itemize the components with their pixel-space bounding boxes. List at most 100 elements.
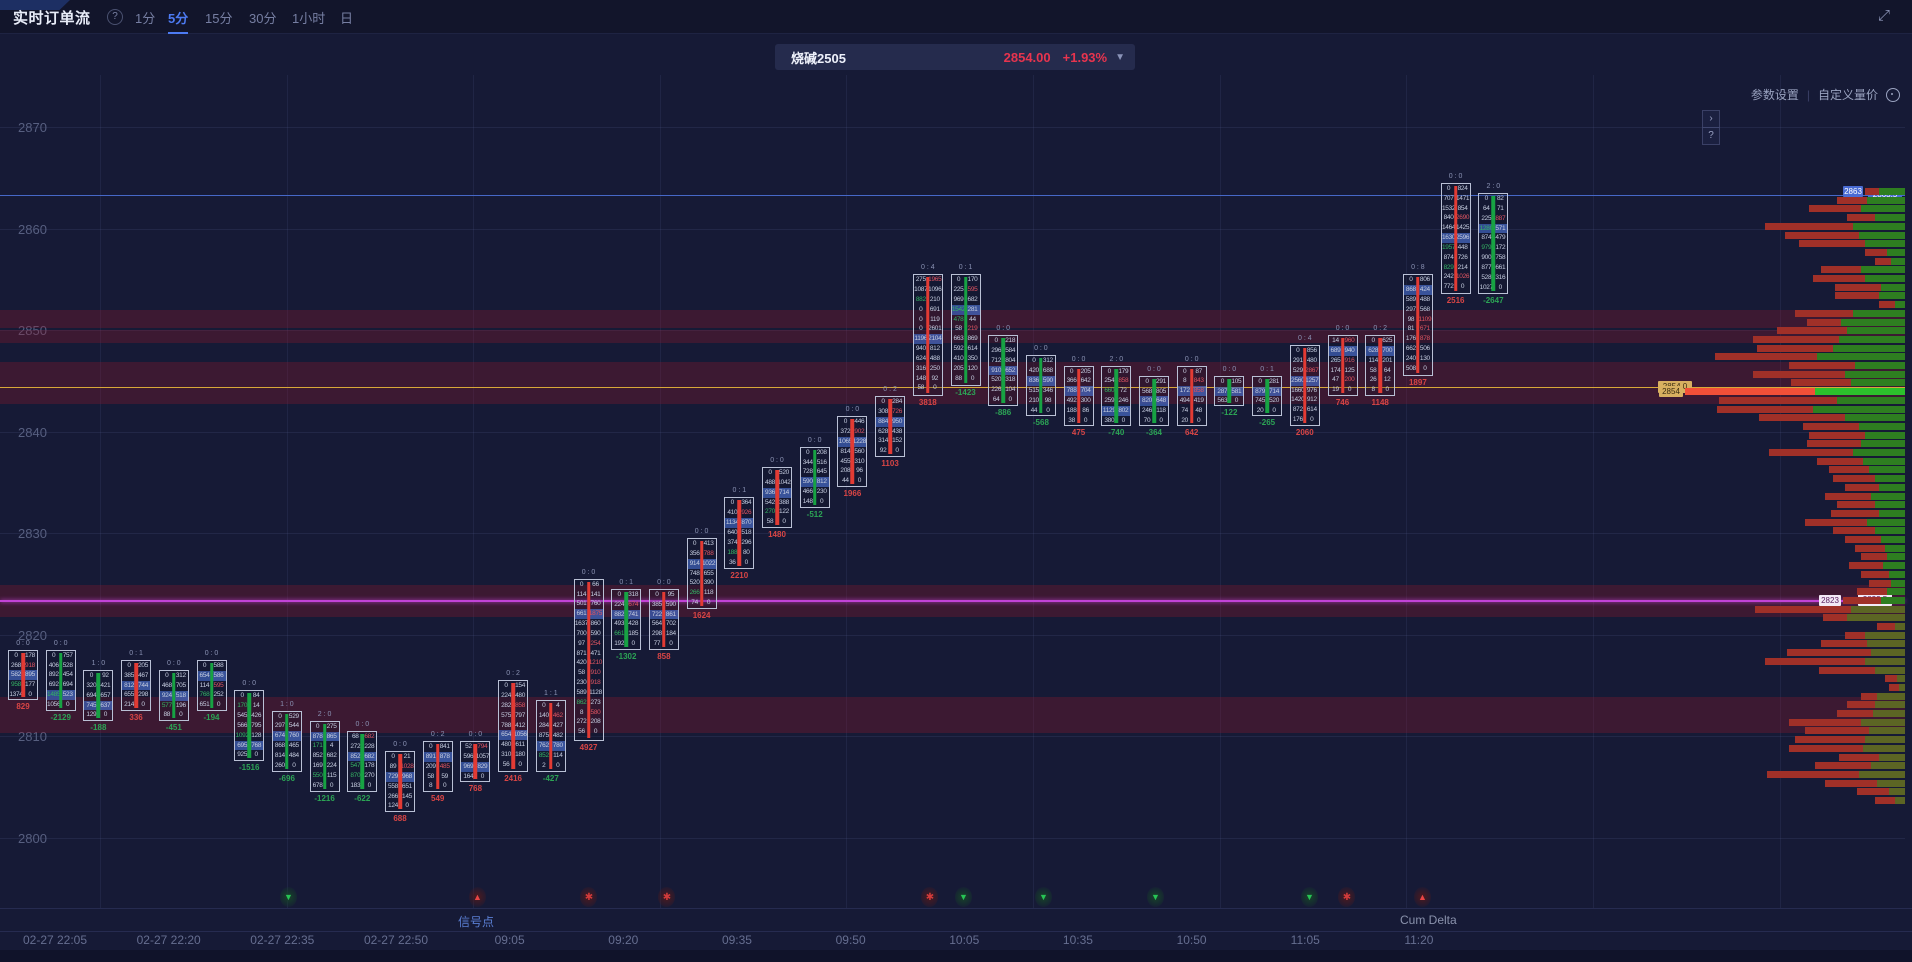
bid-cell: 678 <box>312 781 323 789</box>
ask-cell: 0 <box>669 640 673 648</box>
time-axis-label: 10:50 <box>1176 933 1207 947</box>
candle-box: 0 179 254 858 660 72 259 246 1129 802 380 0 <box>1101 365 1132 427</box>
footprint-row: 874 479 <box>1479 233 1507 243</box>
volume-profile-row <box>1765 222 1905 230</box>
candle-header: 0 : 0 <box>1147 365 1161 373</box>
ask-cell: 300 <box>1080 397 1091 405</box>
cum-delta-pane-label[interactable]: Cum Delta <box>1400 913 1457 927</box>
ask-cell: 388 <box>779 498 789 506</box>
signal-pane-label[interactable]: 信号点 <box>458 915 495 929</box>
bid-cell: 36 <box>728 558 736 566</box>
bid-cell: 689 <box>1328 345 1343 356</box>
corner-decoration <box>0 0 70 10</box>
volume-profile-row <box>1817 457 1905 465</box>
ask-cell: 0 <box>1083 416 1088 424</box>
candle-box: 0 95 385 590 722 861 564 702 298 184 77 0 <box>648 588 679 650</box>
footprint-row: 0 21 <box>386 752 414 762</box>
bid-cell: 1129 <box>1102 405 1117 416</box>
profile-sell-bar <box>1807 318 1841 326</box>
footprint-row: 0 312 <box>1027 356 1055 366</box>
time-axis-label: 10:05 <box>949 933 980 947</box>
tab-1小时[interactable]: 1小时 <box>292 11 326 26</box>
profile-buy-bar <box>1853 222 1905 230</box>
ask-cell: 296 <box>741 538 752 546</box>
footprint-row: 692 694 <box>47 680 75 690</box>
footprint-row: 501 760 <box>575 599 603 609</box>
profile-sell-bar <box>1719 396 1837 404</box>
profile-buy-bar <box>1863 457 1905 465</box>
volume-profile-row <box>1757 344 1905 352</box>
ask-cell: 426 <box>251 712 262 719</box>
bid-cell: 0 <box>1107 367 1112 375</box>
bid-cell: 520 <box>689 579 700 587</box>
footprint-row: 852 682 <box>311 751 339 761</box>
footprint-row: 550 115 <box>311 771 339 781</box>
ask-cell: 252 <box>213 691 224 699</box>
bid-cell: 356 <box>689 549 700 557</box>
price-axis-label: 2860 <box>18 221 47 237</box>
expand-panel-button[interactable]: › <box>1702 110 1720 128</box>
bid-cell: 20 <box>1256 407 1264 415</box>
candle-box: 0 87 8 843 172 858 494 419 74 48 20 0 <box>1176 365 1207 427</box>
ask-cell: 682 <box>326 752 337 760</box>
profile-buy-bar <box>1899 683 1905 691</box>
candle-box: 0 281 879 714 745 520 20 0 <box>1252 375 1283 417</box>
profile-sell-bar <box>1861 692 1877 700</box>
footprint-row: 814 484 <box>273 751 301 761</box>
footprint-row: 224 674 <box>612 600 640 610</box>
time-axis-label: 11:05 <box>1290 933 1320 947</box>
ask-cell: 0 <box>1272 407 1276 415</box>
candle-delta: -1216 <box>314 793 335 803</box>
signal-sell-icon: ▼ <box>1035 887 1052 907</box>
candle-body-bar <box>549 703 553 769</box>
panel-help-button[interactable]: ? <box>1702 127 1720 145</box>
ask-cell: 860 <box>590 620 601 628</box>
tab-30分[interactable]: 30分 <box>249 11 277 26</box>
footprint-row: 70 0 <box>1140 416 1168 426</box>
tab-5分[interactable]: 5分 <box>168 8 189 34</box>
profile-buy-bar <box>1853 449 1905 456</box>
tab-日[interactable]: 日 <box>340 11 354 26</box>
profile-sell-bar <box>1809 205 1861 213</box>
footprint-row: 768 252 <box>198 690 226 700</box>
bid-cell: 296 <box>991 346 1002 354</box>
target-icon[interactable] <box>1886 87 1900 102</box>
bottom-strip <box>0 950 1912 962</box>
symbol-selector[interactable]: 烧碱2505 2854.00 +1.93% ▼ <box>775 44 1135 70</box>
footprint-row: 114 201 <box>1366 356 1394 366</box>
bid-cell: 64 <box>1482 204 1490 212</box>
footprint-row: 148 92 <box>914 374 942 384</box>
price-axis-label: 2840 <box>18 424 47 440</box>
bid-cell: 558 <box>388 782 398 790</box>
tab-15分[interactable]: 15分 <box>205 11 233 26</box>
footprint-row: 640 518 <box>725 528 753 538</box>
custom-volume-price-button[interactable]: 自定义量价 <box>1817 88 1878 102</box>
candle-box: 0 841 891 878 209 485 58 59 8 0 <box>422 741 453 792</box>
profile-buy-bar <box>1885 544 1905 552</box>
bid-cell: 224 <box>614 600 625 608</box>
profile-sell-bar <box>1803 422 1859 430</box>
ask-cell: 506 <box>1419 345 1430 353</box>
help-icon[interactable]: ? <box>107 9 123 25</box>
ask-cell: 0 <box>1310 416 1314 424</box>
footprint-row: 590 812 <box>800 477 829 488</box>
footprint-row: 707 1471 <box>1442 194 1470 204</box>
candle-delta: 4927 <box>579 743 598 753</box>
footprint-row: 892 454 <box>47 670 75 680</box>
candle-body-bar <box>662 591 666 647</box>
candle-box: 52 794 596 1057 969 829 164 0 <box>460 741 491 782</box>
volume-profile-row <box>1785 231 1905 239</box>
ask-cell: 843 <box>1193 377 1204 385</box>
volume-profile-row <box>1865 248 1905 256</box>
fullscreen-icon[interactable]: ⤢ <box>1877 7 1890 24</box>
ask-cell: 122 <box>779 508 789 516</box>
ask-cell: 454 <box>62 671 73 679</box>
candle-delta: -1516 <box>238 763 260 773</box>
bid-cell: 1420 <box>1291 396 1305 404</box>
bid-cell: 81 <box>1407 325 1415 333</box>
footprint-row: 480 611 <box>499 740 527 750</box>
tab-1分[interactable]: 1分 <box>135 11 156 26</box>
params-settings-button[interactable]: 参数设置 <box>1750 88 1799 102</box>
bid-cell: 58 <box>766 518 774 526</box>
volume-profile-row <box>1869 579 1905 587</box>
